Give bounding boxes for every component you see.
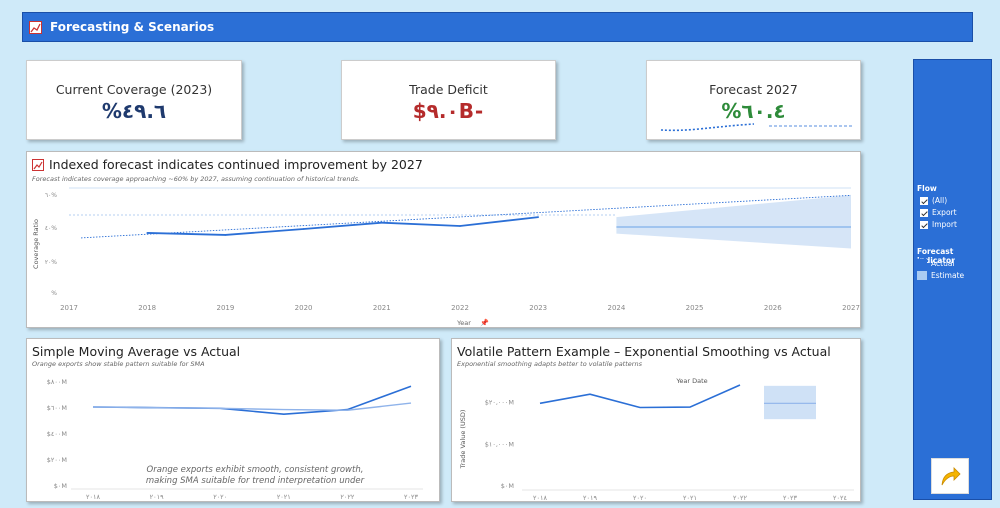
y-tick-label: $٠M	[54, 482, 67, 490]
y-tick-label: ٢٠%	[45, 259, 57, 266]
data-point	[146, 232, 148, 234]
x-tick-label: 2021	[373, 304, 391, 312]
checkbox-icon[interactable]	[920, 220, 928, 229]
x-tick-label: 2022	[451, 304, 469, 312]
checkbox-icon[interactable]	[920, 196, 928, 205]
x-tick-label: 2027	[842, 304, 860, 312]
series-line	[92, 402, 412, 411]
kpi-sparkline	[660, 123, 854, 132]
flow-option-all[interactable]: (All)	[920, 196, 947, 205]
legend-item-actual[interactable]: Actual	[917, 259, 955, 268]
dashboard-header: Forecasting & Scenarios	[22, 12, 973, 42]
series-line	[92, 385, 412, 415]
y-tick-label: $٦٠٠M	[47, 404, 67, 412]
y-tick-label: $٢٠٠M	[47, 456, 67, 464]
x-tick-label: ٢٠٢٤	[833, 494, 847, 502]
chart-subtitle: Forecast indicates coverage approaching …	[32, 175, 361, 183]
line-chart-icon	[29, 20, 42, 34]
filter-sidebar: Flow (All) Export Import Forecast indica…	[913, 59, 992, 500]
kpi-label: Current Coverage (2023)	[55, 82, 213, 97]
y-tick-label: $٨٠٠M	[47, 378, 67, 386]
main-forecast-chart[interactable]: ٦٠% ٤٠% ٢٠%% Coverage Ratio 2017 2018 2019 2020…	[27, 182, 860, 328]
flow-filter-title: Flow	[917, 184, 937, 193]
x-tick-label: 2017	[60, 304, 78, 312]
main-forecast-panel[interactable]: Indexed forecast indicates continued imp…	[26, 151, 861, 328]
legend-item-estimate[interactable]: Estimate	[917, 271, 964, 280]
kpi-forecast-2027[interactable]: Forecast 2027 %٦٠.٤	[646, 60, 861, 140]
x-tick-label: ٢٠٢١	[277, 493, 291, 501]
trend-line	[80, 194, 852, 239]
forecast-indicator-title: Forecast indicator	[917, 247, 955, 265]
x-tick-label: 2018	[138, 304, 156, 312]
x-tick-label: ٢٠١٩	[583, 494, 597, 502]
kpi-value: $٩.٠B-	[412, 99, 485, 123]
kpi-trade-deficit[interactable]: Trade Deficit $٩.٠B-	[341, 60, 556, 140]
x-tick-label: ٢٠٢٢	[733, 494, 747, 502]
kpi-value: %٤٩.٦	[101, 99, 167, 123]
kpi-value: %٦٠.٤	[721, 99, 786, 123]
chart-subtitle: Exponential smoothing adapts better to v…	[457, 360, 642, 368]
sma-chart[interactable]: $٨٠٠M $٦٠٠M $٤٠٠M $٢٠٠M $٠M ٢٠١٨ ٢٠١٩ ٢٠٢٠ ٢٠٢١ ٢…	[27, 369, 439, 503]
x-tick-label: 2026	[764, 304, 782, 312]
chart-title: Indexed forecast indicates continued imp…	[49, 157, 423, 172]
chart-title: Volatile Pattern Example – Exponential S…	[457, 344, 831, 359]
y-axis-label: Coverage Ratio	[32, 219, 40, 269]
chart-subtitle: Orange exports show stable pattern suita…	[32, 360, 205, 368]
x-tick-label: ٢٠٢٠	[213, 493, 227, 501]
y-tick-label: $٤٠٠M	[47, 430, 67, 438]
annotation-text: Orange exports exhibit smooth, consisten…	[147, 465, 364, 475]
flow-option-import[interactable]: Import	[920, 220, 957, 229]
volatile-panel[interactable]: Volatile Pattern Example – Exponential S…	[451, 338, 861, 502]
kpi-label: Forecast 2027	[709, 82, 798, 97]
annotation-text: making SMA suitable for trend interpreta…	[146, 476, 365, 486]
x-tick-label: 2019	[216, 304, 234, 312]
y-tick-label: $٢٠,٠٠٠M	[485, 399, 514, 407]
line-chart-icon	[32, 159, 44, 171]
data-point	[381, 221, 383, 224]
top-axis-label: Year Date	[675, 377, 707, 385]
y-tick-label: ٦٠%	[45, 192, 57, 199]
y-tick-label: $١٠,٠٠٠M	[485, 440, 514, 448]
y-tick-label: ٤٠%	[45, 225, 57, 232]
flow-option-export[interactable]: Export	[920, 208, 957, 217]
x-tick-label: ٢٠١٨	[86, 493, 100, 501]
data-point	[537, 216, 539, 218]
page-title: Forecasting & Scenarios	[50, 20, 215, 34]
volatile-chart[interactable]: Year Date $٢٠,٠٠٠M $١٠,٠٠٠M $٠M Trade Value …	[452, 369, 860, 503]
x-axis-label: Year	[456, 319, 471, 327]
x-tick-label: 2024	[607, 304, 625, 312]
kpi-label: Trade Deficit	[409, 82, 488, 97]
actual-series-line	[539, 384, 741, 409]
actual-series-line	[147, 216, 539, 236]
forecast-band	[764, 385, 816, 420]
forecast-band	[616, 195, 851, 249]
checkbox-icon[interactable]	[920, 208, 928, 217]
x-tick-label: 2020	[295, 304, 313, 312]
data-point	[459, 225, 461, 227]
chart-title: Simple Moving Average vs Actual	[32, 344, 241, 359]
x-tick-label: 2023	[529, 304, 547, 312]
y-axis-label: Trade Value (USD)	[459, 410, 467, 470]
x-tick-label: ٢٠٢٣	[783, 494, 797, 502]
data-point	[224, 234, 227, 236]
y-tick-label: $٠M	[501, 482, 514, 490]
data-point	[302, 228, 305, 230]
x-tick-label: ٢٠٢٢	[340, 493, 354, 501]
y-tick-label: %	[51, 290, 57, 297]
kpi-current-coverage[interactable]: Current Coverage (2023) %٤٩.٦	[26, 60, 242, 140]
x-tick-label: ٢٠٢٠	[633, 494, 647, 502]
sma-panel[interactable]: Simple Moving Average vs Actual Orange e…	[26, 338, 440, 502]
arrow-curve-icon[interactable]	[931, 458, 969, 494]
x-tick-label: ٢٠٢١	[683, 494, 697, 502]
x-tick-label: ٢٠١٨	[533, 494, 547, 502]
x-tick-label: ٢٠١٩	[150, 493, 164, 501]
x-tick-label: 2025	[686, 304, 704, 312]
pin-icon: 📌	[480, 318, 489, 327]
x-tick-label: ٢٠٢٣	[404, 493, 418, 501]
